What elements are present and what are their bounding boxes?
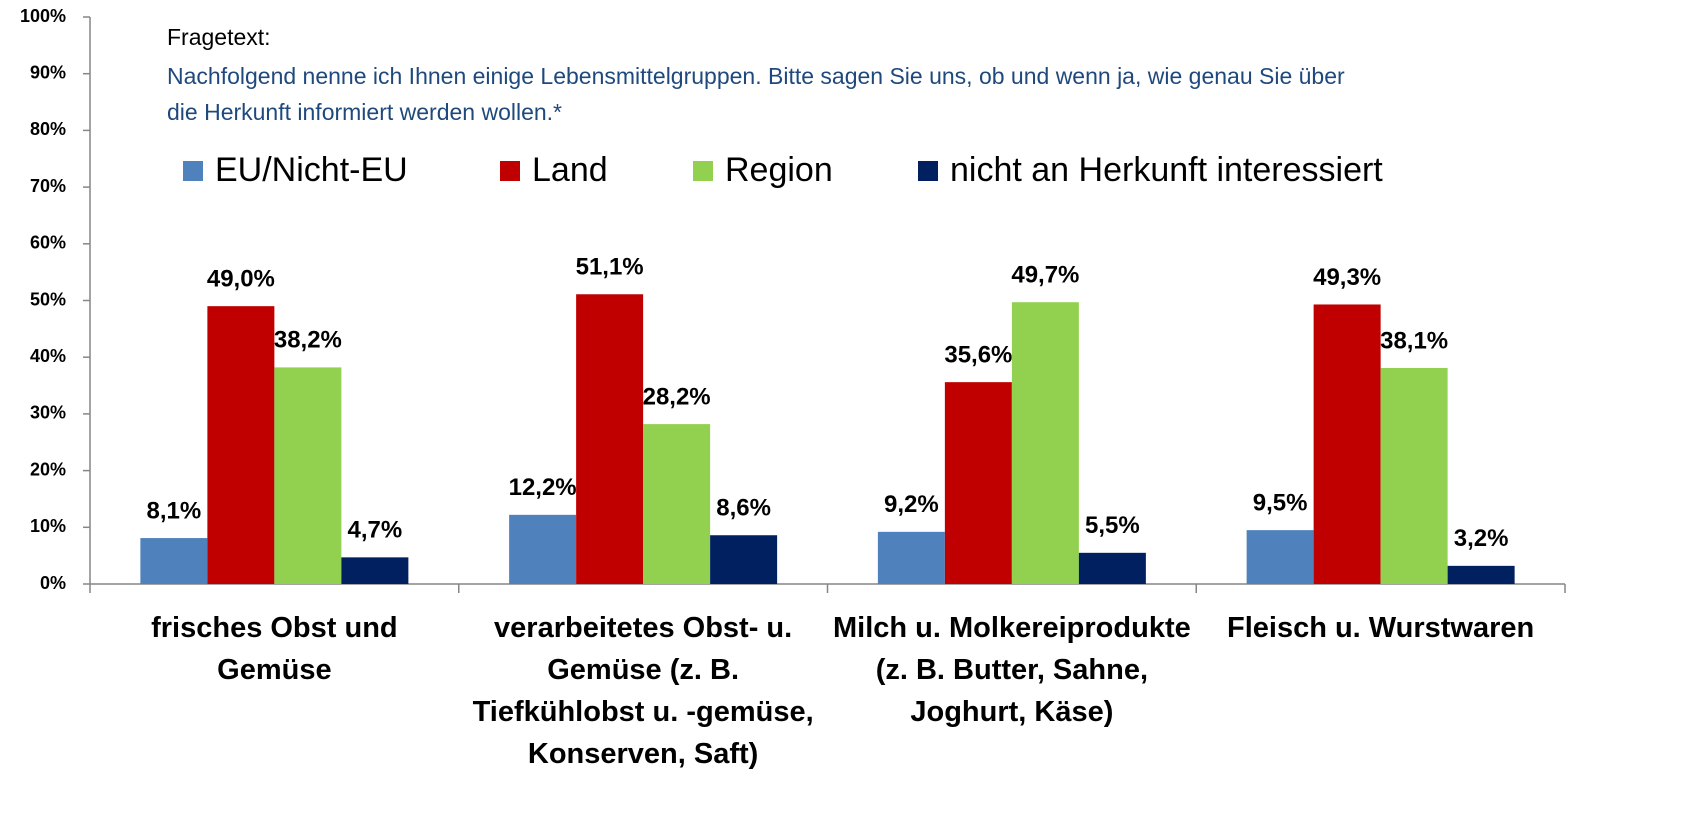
data-label: 49,3% <box>1313 264 1381 291</box>
data-label: 8,1% <box>147 497 202 524</box>
bar <box>509 514 577 584</box>
x-tick-label: Milch u. Molkereiprodukte (z. B. Butter,… <box>833 612 1191 728</box>
y-tick-label: 10% <box>30 516 66 536</box>
y-tick-label: 70% <box>30 176 66 196</box>
data-label: 4,7% <box>348 517 403 544</box>
bar <box>1380 367 1448 584</box>
x-tick-label: frisches Obst und Gemüse <box>151 612 398 686</box>
question-label: Fragetext: <box>167 24 271 50</box>
data-label: 3,2% <box>1454 525 1509 552</box>
y-tick-label: 30% <box>30 403 66 423</box>
legend-swatch <box>693 161 713 181</box>
y-tick-label: 60% <box>30 233 66 253</box>
data-label: 51,1% <box>576 254 644 281</box>
data-label: 12,2% <box>509 474 577 501</box>
bar <box>643 424 711 584</box>
y-tick-label: 80% <box>30 119 66 139</box>
x-tick-label: Fleisch u. Wurstwaren <box>1226 612 1535 644</box>
legend-swatch <box>183 161 203 181</box>
legend-label: Land <box>532 151 608 189</box>
data-label: 28,2% <box>643 383 711 410</box>
data-label: 9,5% <box>1253 489 1308 516</box>
y-tick-label: 90% <box>30 62 66 82</box>
x-tick-label: verarbeitetes Obst- u. Gemüse (z. B. Tie… <box>472 612 814 770</box>
legend-swatch <box>918 161 938 181</box>
legend-swatch <box>500 161 520 181</box>
data-label: 35,6% <box>944 341 1012 368</box>
data-label: 5,5% <box>1085 512 1140 539</box>
legend-label: Region <box>725 151 833 189</box>
data-label: 38,2% <box>274 327 342 354</box>
bar <box>710 535 778 584</box>
bar <box>341 557 409 584</box>
bar <box>576 294 644 584</box>
legend-label: EU/Nicht-EU <box>215 151 408 189</box>
y-tick-label: 0% <box>40 573 66 593</box>
bar <box>1246 530 1314 584</box>
legend-label: nicht an Herkunft interessiert <box>950 151 1383 189</box>
y-tick-label: 20% <box>30 459 66 479</box>
data-label: 38,1% <box>1380 327 1448 354</box>
data-label: 49,7% <box>1011 262 1079 289</box>
bar <box>944 382 1012 584</box>
bar <box>877 531 945 584</box>
y-tick-label: 100% <box>20 6 66 26</box>
question-text: Nachfolgend nenne ich Ihnen einige Leben… <box>167 63 1345 125</box>
bar <box>207 306 275 584</box>
y-tick-label: 40% <box>30 346 66 366</box>
bar <box>274 367 342 584</box>
bar <box>1447 565 1515 584</box>
bar <box>1078 552 1146 584</box>
bar <box>140 538 208 584</box>
data-label: 8,6% <box>716 495 771 522</box>
data-label: 49,0% <box>207 266 275 293</box>
data-label: 9,2% <box>884 491 939 518</box>
bar <box>1011 302 1079 584</box>
bar <box>1313 304 1381 584</box>
y-tick-label: 50% <box>30 289 66 309</box>
